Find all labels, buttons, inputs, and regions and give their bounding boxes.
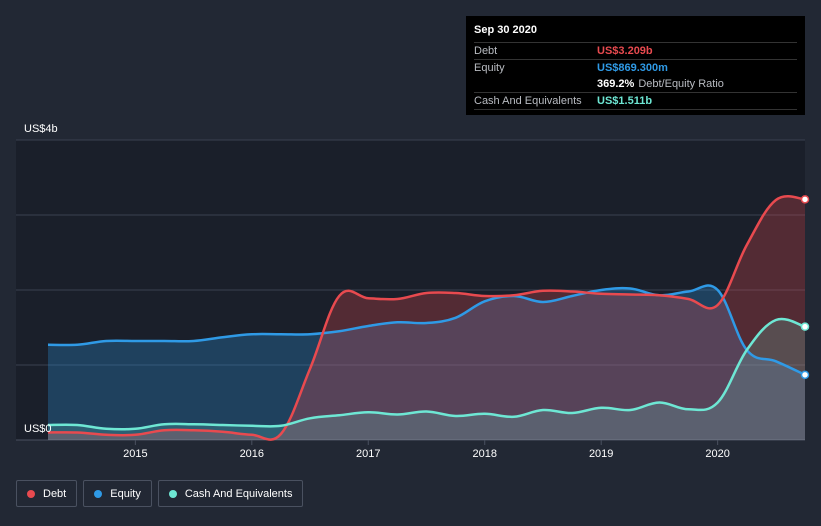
legend-label-equity: Equity	[110, 487, 141, 500]
legend-item-debt[interactable]: Debt	[16, 480, 78, 507]
tooltip-row-cash: Cash And Equivalents US$1.511b	[474, 92, 797, 110]
legend-dot-equity-icon	[94, 489, 103, 498]
tooltip-row-ratio: 369.2% Debt/Equity Ratio	[474, 76, 797, 92]
tooltip-cash-value: US$1.511b	[597, 95, 653, 107]
y-axis-bottom-label: US$0	[24, 423, 52, 435]
x-tick-label-2018: 2018	[472, 448, 496, 460]
x-tick-label-2016: 2016	[240, 448, 264, 460]
legend-dot-cash-icon	[168, 489, 177, 498]
x-tick-label-2019: 2019	[589, 448, 613, 460]
tooltip-debt-label: Debt	[474, 45, 498, 57]
area-equity	[48, 285, 805, 440]
area-debt	[48, 196, 805, 440]
x-tick-label-2017: 2017	[356, 448, 380, 460]
tooltip-row-equity: Equity US$869.300m	[474, 59, 797, 76]
tooltip-row-debt: Debt US$3.209b	[474, 42, 797, 59]
tooltip-equity-value: US$869.300m	[597, 62, 668, 74]
tooltip-equity-label: Equity	[474, 62, 505, 74]
line-layer	[47, 194, 806, 441]
legend-item-cash[interactable]: Cash And Equivalents	[157, 480, 304, 507]
legend-item-equity[interactable]: Equity	[83, 480, 152, 507]
tooltip-cash-label: Cash And Equivalents	[474, 95, 582, 107]
x-tick-label-2015: 2015	[123, 448, 147, 460]
tooltip-date: Sep 30 2020	[474, 24, 537, 36]
line-equity	[47, 284, 806, 376]
legend-dot-debt-icon	[27, 489, 35, 498]
tooltip-panel: Sep 30 2020 Debt US$3.209b Equity US$869…	[466, 16, 805, 115]
endpoint-marker-equity[interactable]	[800, 370, 810, 380]
x-tick-label-2020: 2020	[705, 448, 729, 460]
legend-label-cash: Cash And Equivalents	[184, 487, 293, 500]
legend-label-debt: Debt	[43, 487, 67, 500]
y-axis-top-label: US$4b	[24, 123, 58, 135]
tooltip-ratio-label: Debt/Equity Ratio	[638, 78, 724, 90]
x-axis-ticks: 2015 2016 2017 2018 2019 2020	[123, 440, 730, 460]
line-debt	[47, 194, 806, 441]
line-cash-and-equivalents	[47, 317, 806, 431]
endpoint-marker-debt[interactable]	[800, 195, 810, 204]
tooltip-debt-value: US$3.209b	[597, 45, 653, 57]
tooltip-ratio-value: 369.2%	[597, 78, 635, 90]
marker-layer	[800, 195, 810, 380]
legend: Debt Equity Cash And Equivalents	[16, 480, 304, 507]
grid-layer	[16, 139, 805, 441]
endpoint-marker-cash-and-equivalents[interactable]	[800, 322, 810, 331]
